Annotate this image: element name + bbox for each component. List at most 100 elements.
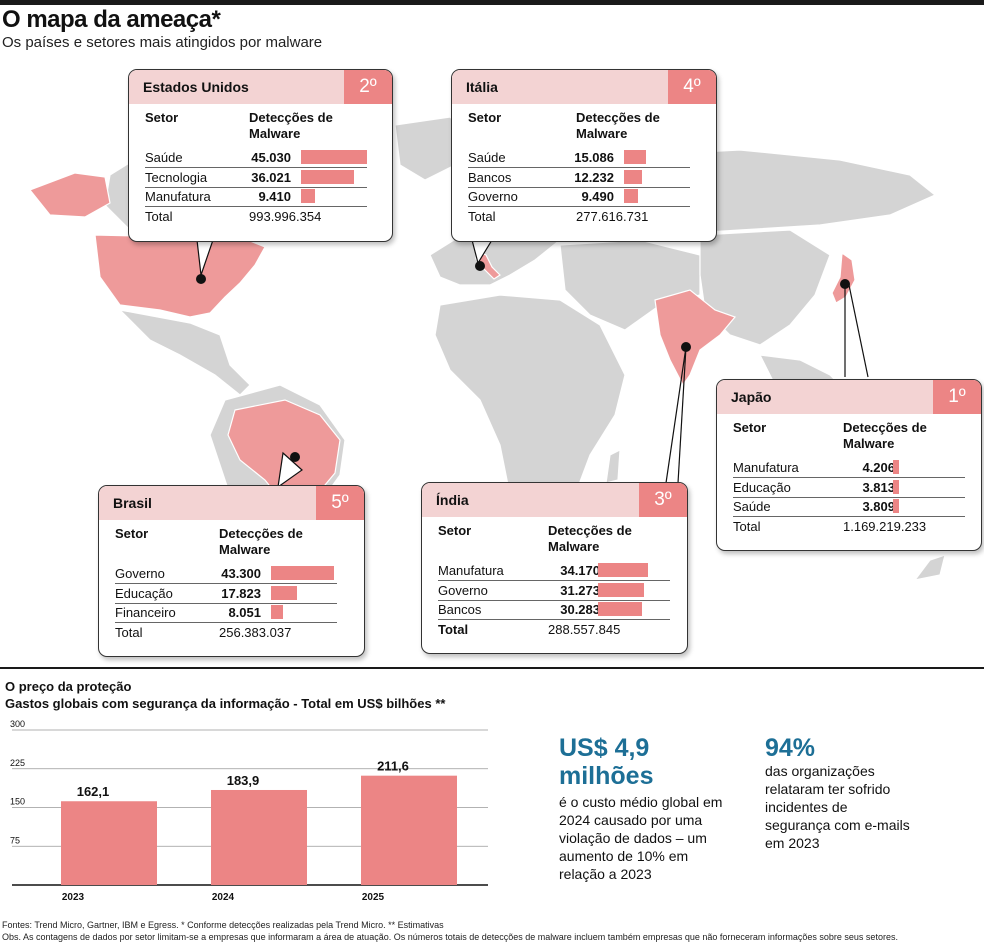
stat-cost-text: é o custo médio global em 2024 causado p… (559, 794, 723, 882)
total-label: Total (468, 208, 496, 224)
total-value: 993.996.354 (249, 208, 322, 224)
card-header: Itália 4º (452, 70, 716, 104)
total-value: 288.557.845 (548, 621, 621, 637)
detection-bar (301, 169, 354, 184)
sector-label: Educação (115, 585, 173, 601)
column-header-sector: Setor (115, 526, 149, 541)
detection-value: 9.410 (258, 189, 291, 204)
country-card-brazil: Brasil 5º Setor Detecções de Malware Governo… (98, 485, 365, 657)
marker-india (681, 342, 691, 352)
table-row: Saúde 45.030 (145, 148, 367, 168)
table-row: Educação 3.813 (733, 478, 965, 498)
sector-label: Governo (438, 582, 488, 598)
top-rule (0, 0, 984, 5)
sector-label: Tecnologia (145, 169, 208, 185)
country-rank: 2º (344, 70, 392, 104)
y-tick-label: 75 (10, 835, 20, 845)
table-row: Bancos 30.283 (438, 600, 670, 620)
total-label: Total (145, 208, 173, 224)
sector-label: Bancos (438, 602, 482, 617)
sector-label: Financeiro (115, 605, 176, 620)
detection-value: 4.206 (862, 460, 895, 475)
table-row: Manufatura 4.206 (733, 458, 965, 478)
map-usa (94, 234, 266, 318)
country-name: Itália (466, 79, 498, 95)
map-alaska (29, 172, 111, 218)
callout-tail-brazil (277, 451, 303, 489)
detection-bar (598, 602, 643, 616)
table-row: Bancos 12.232 (468, 168, 690, 188)
pointer-line-japan-2 (848, 284, 869, 378)
table-row: Governo 43.300 (115, 564, 337, 584)
table-row: Manufatura 34.170 (438, 561, 670, 581)
x-category-label: 2025 (362, 892, 385, 903)
sector-label: Governo (468, 189, 518, 204)
country-card-usa: Estados Unidos 2º Setor Detecções de Malwar… (128, 69, 393, 242)
detection-value: 45.030 (251, 150, 291, 165)
footnote-obs: Obs. As contagens de dados por setor lim… (2, 932, 898, 942)
page-title: O mapa da ameaça* (2, 6, 221, 33)
section-divider (0, 667, 984, 669)
detection-value: 36.021 (251, 169, 291, 185)
detection-bar (893, 460, 900, 474)
detection-bar (271, 605, 283, 619)
sector-label: Manufatura (145, 189, 211, 204)
country-rank: 1º (933, 380, 981, 414)
total-value: 277.616.731 (576, 208, 649, 224)
total-value: 1.169.219.233 (843, 518, 927, 534)
detection-bar (893, 479, 899, 494)
column-header-detections: Detecções de Malware (843, 420, 927, 451)
map-india (654, 289, 737, 387)
map-japan (831, 251, 856, 304)
table-row: Financeiro 8.051 (115, 603, 337, 623)
total-row: Total 993.996.354 (145, 209, 375, 227)
country-rank: 5º (316, 486, 364, 520)
total-row: Total 256.383.037 (115, 625, 345, 643)
detection-bar (624, 150, 647, 164)
marker-brazil (290, 452, 300, 462)
detection-bar (271, 566, 335, 580)
column-header-sector: Setor (733, 420, 767, 435)
bar-2023 (61, 801, 157, 885)
country-name: Índia (436, 492, 469, 508)
detection-bar (598, 563, 649, 577)
table-row: Educação 17.823 (115, 584, 337, 604)
column-header-sector: Setor (438, 523, 472, 538)
detection-bar (893, 499, 899, 513)
sector-label: Manufatura (438, 563, 504, 578)
spending-bar-chart: 75 150 225 300 162,1 2023 183,9 2024 211,6 2025 (10, 720, 488, 903)
column-header-detections: Detecções de Malware (576, 110, 660, 141)
country-name: Brasil (113, 495, 152, 511)
table-row: Manufatura 9.410 (145, 187, 367, 207)
y-tick-label: 300 (10, 720, 25, 729)
detection-value: 17.823 (221, 585, 261, 601)
total-row: Total 1.169.219.233 (733, 519, 963, 537)
table-row: Saúde 15.086 (468, 148, 690, 168)
bar-value-label: 183,9 (227, 773, 260, 788)
total-value: 256.383.037 (219, 624, 292, 640)
x-category-label: 2023 (62, 892, 85, 903)
sector-label: Saúde (468, 150, 506, 165)
y-tick-label: 150 (10, 797, 25, 807)
detection-value: 15.086 (574, 150, 614, 165)
marker-italy (475, 261, 485, 271)
sector-label: Educação (733, 479, 791, 495)
stat-cost-value: US$ 4,9 milhões (559, 734, 654, 790)
bar-2025 (361, 775, 457, 885)
card-header: Japão 1º (717, 380, 981, 414)
country-card-japan: Japão 1º Setor Detecções de Malware Manufatu… (716, 379, 982, 551)
sector-label: Bancos (468, 169, 512, 185)
marker-usa (196, 274, 206, 284)
column-header-detections: Detecções de Malware (249, 110, 333, 141)
detection-value: 3.813 (862, 479, 895, 495)
page-subtitle: Os países e setores mais atingidos por m… (2, 34, 323, 51)
spending-subtitle: Gastos globais com segurança da informaç… (5, 696, 446, 711)
column-header-detections: Detecções de Malware (219, 526, 303, 557)
total-row: Total 288.557.845 (438, 622, 668, 640)
detection-bar (301, 189, 315, 203)
pointer-line-india (665, 346, 687, 484)
detection-bar (624, 169, 642, 184)
sector-label: Governo (115, 566, 165, 581)
spending-title: O preço da proteção (5, 679, 132, 694)
detection-value: 31.273 (560, 582, 600, 598)
